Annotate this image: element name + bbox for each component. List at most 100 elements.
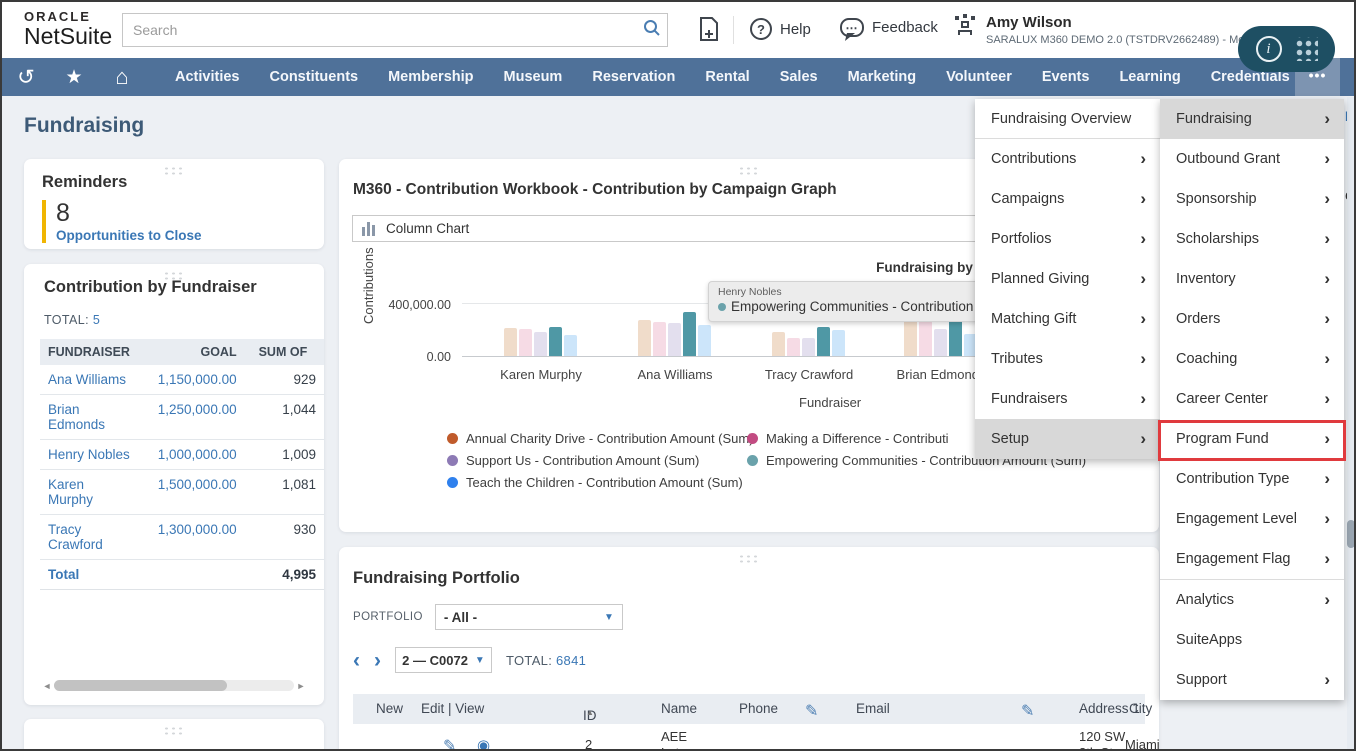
col-name[interactable]: Name xyxy=(661,701,698,716)
menu-item-coaching[interactable]: Coaching › xyxy=(1176,349,1330,368)
chart-bar[interactable] xyxy=(919,321,932,356)
chart-bar[interactable] xyxy=(519,329,532,356)
pager-prev-icon[interactable]: ‹ xyxy=(353,648,360,672)
portfolio-total-link[interactable]: 6841 xyxy=(556,652,587,668)
opportunities-to-close-link[interactable]: Opportunities to Close xyxy=(56,228,202,244)
chart-bar[interactable] xyxy=(683,312,696,356)
drag-handle-icon[interactable] xyxy=(163,726,185,735)
nav-tab-rental[interactable]: Rental xyxy=(705,69,750,85)
scrollbar-thumb[interactable] xyxy=(54,680,227,691)
menu-item-fundraising[interactable]: Fundraising › xyxy=(1160,99,1344,139)
menu-item-analytics[interactable]: Analytics › xyxy=(1176,590,1330,609)
chart-bar[interactable] xyxy=(698,325,711,356)
nav-tab-activities[interactable]: Activities xyxy=(175,69,240,85)
cell-name-link[interactable]: Latam xyxy=(661,745,697,749)
cbf-total-link[interactable]: 5 xyxy=(92,313,101,327)
chart-bar[interactable] xyxy=(638,320,651,356)
fundraiser-link[interactable]: Henry Nobles xyxy=(40,439,138,470)
user-menu[interactable]: Amy Wilson SARALUX M360 DEMO 2.0 (TSTDRV… xyxy=(954,14,1316,46)
edit-column-icon[interactable]: ✎ xyxy=(1021,703,1035,720)
chart-bar[interactable] xyxy=(504,328,517,356)
col-new[interactable]: New xyxy=(376,701,404,716)
menu-item-setup[interactable]: Setup › xyxy=(975,419,1160,459)
nav-tab-sales[interactable]: Sales xyxy=(779,69,818,85)
menu-item-campaigns[interactable]: Campaigns › xyxy=(991,189,1146,208)
recent-records-icon[interactable]: ↺ xyxy=(17,65,35,89)
search-icon[interactable] xyxy=(637,19,667,42)
menu-item-career-center[interactable]: Career Center › xyxy=(1176,389,1330,408)
menu-item-orders[interactable]: Orders › xyxy=(1176,309,1330,328)
search-input[interactable] xyxy=(123,22,637,38)
feedback-button[interactable]: ⋯ Feedback xyxy=(840,18,938,37)
page-scrollbar-thumb[interactable] xyxy=(1347,520,1354,548)
drag-handle-icon[interactable] xyxy=(738,554,760,563)
legend-item[interactable]: Making a Difference - Contributi xyxy=(747,431,1086,446)
menu-item-support[interactable]: Support › xyxy=(1176,670,1330,689)
nav-tab-museum[interactable]: Museum xyxy=(503,69,563,85)
nav-tab-membership[interactable]: Membership xyxy=(388,69,474,85)
cbf-col-fundraiser[interactable]: FUNDRAISER xyxy=(40,339,138,365)
chart-bar[interactable] xyxy=(832,330,845,356)
menu-item-portfolios[interactable]: Portfolios › xyxy=(991,229,1146,248)
nav-tab-volunteer[interactable]: Volunteer xyxy=(946,69,1012,85)
cbf-col-goal[interactable]: GOAL xyxy=(137,339,245,365)
edit-column-icon[interactable]: ✎ xyxy=(805,703,819,720)
menu-item-tributes[interactable]: Tributes › xyxy=(991,349,1146,368)
view-row-icon[interactable]: ◉ xyxy=(477,737,491,751)
legend-item[interactable]: Teach the Children - Contribution Amount… xyxy=(447,475,754,490)
menu-item-contributions[interactable]: Contributions › xyxy=(991,149,1146,168)
cell-name-link[interactable]: AEE xyxy=(661,729,688,744)
scroll-right-icon[interactable]: ► xyxy=(296,680,306,691)
chart-bar[interactable] xyxy=(534,332,547,356)
nav-tab-credentials[interactable]: Credentials xyxy=(1210,69,1290,85)
chart-bar[interactable] xyxy=(564,335,577,356)
apps-grid-icon[interactable] xyxy=(1293,37,1318,61)
chart-bar[interactable] xyxy=(817,327,830,356)
portfolio-filter-select[interactable]: - All - ▼ xyxy=(434,604,623,630)
menu-item-scholarships[interactable]: Scholarships › xyxy=(1176,229,1330,248)
chart-bar[interactable] xyxy=(549,327,562,356)
chart-bar[interactable] xyxy=(802,338,815,356)
drag-handle-icon[interactable] xyxy=(163,271,185,280)
menu-item-matching-gift[interactable]: Matching Gift › xyxy=(991,309,1146,328)
pager-next-icon[interactable]: › xyxy=(374,648,381,672)
col-edit-view[interactable]: Edit | View xyxy=(421,701,485,716)
help-button[interactable]: ? Help xyxy=(750,18,811,40)
shortcuts-star-icon[interactable]: ★ xyxy=(65,66,83,88)
nav-tab-marketing[interactable]: Marketing xyxy=(847,69,917,85)
nav-tab-events[interactable]: Events xyxy=(1041,69,1090,85)
chart-bar[interactable] xyxy=(772,332,785,356)
menu-item-suiteapps[interactable]: SuiteApps xyxy=(1176,632,1243,648)
nav-tab-constituents[interactable]: Constituents xyxy=(269,69,359,85)
scrollbar-track[interactable] xyxy=(54,680,294,691)
menu-item-engagement-level[interactable]: Engagement Level › xyxy=(1176,509,1330,528)
nav-tab-learning[interactable]: Learning xyxy=(1119,69,1181,85)
col-phone[interactable]: Phone xyxy=(739,701,779,716)
menu-item-fundraising-overview[interactable]: Fundraising Overview xyxy=(975,99,1160,139)
fundraiser-link[interactable]: Ana Williams xyxy=(40,365,138,395)
col-email[interactable]: Email xyxy=(856,701,890,716)
menu-item-program-fund[interactable]: Program Fund › xyxy=(1176,429,1330,448)
scroll-left-icon[interactable]: ◄ xyxy=(42,680,52,691)
legend-item[interactable]: Support Us - Contribution Amount (Sum) xyxy=(447,453,754,468)
col-address1[interactable]: Address 1 xyxy=(1079,701,1140,716)
chart-bar[interactable] xyxy=(964,334,977,356)
fundraiser-link[interactable]: Karen Murphy xyxy=(40,469,138,515)
col-city[interactable]: City xyxy=(1129,701,1153,716)
info-icon[interactable]: i xyxy=(1255,36,1282,62)
pager-range-select[interactable]: 2 — C0072 ▼ xyxy=(395,647,492,673)
menu-item-sponsorship[interactable]: Sponsorship › xyxy=(1176,189,1330,208)
chart-bar[interactable] xyxy=(653,322,666,356)
chart-bar[interactable] xyxy=(934,329,947,356)
menu-item-planned-giving[interactable]: Planned Giving › xyxy=(991,269,1146,288)
menu-item-fundraisers[interactable]: Fundraisers › xyxy=(991,389,1146,408)
netsuite-logo[interactable]: ORACLE NetSuite xyxy=(24,10,112,48)
quick-add-icon[interactable] xyxy=(696,17,720,43)
fundraiser-link[interactable]: Tracy Crawford xyxy=(40,514,138,560)
edit-row-icon[interactable]: ✎ xyxy=(443,738,457,751)
drag-handle-icon[interactable] xyxy=(163,166,185,175)
chart-bar[interactable] xyxy=(787,338,800,356)
menu-item-engagement-flag[interactable]: Engagement Flag › xyxy=(1176,549,1330,568)
chart-bar[interactable] xyxy=(668,323,681,356)
menu-item-outbound-grant[interactable]: Outbound Grant › xyxy=(1176,149,1330,168)
